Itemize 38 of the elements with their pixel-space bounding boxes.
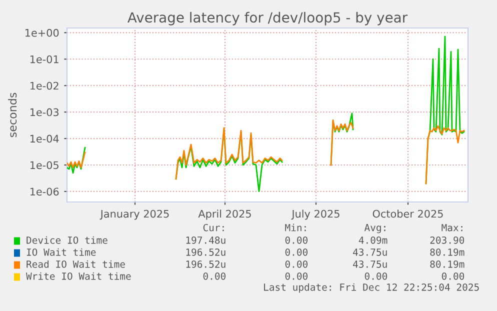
text: Max:: [442, 224, 462, 232]
text: 0.00: [285, 236, 308, 244]
text: 0.00: [364, 272, 388, 280]
x-tick-label: January 2025: [100, 210, 169, 220]
x-tick-label: April 2025: [198, 210, 251, 220]
text: 0.00: [285, 260, 308, 268]
y-axis-title: seconds: [8, 92, 17, 138]
text: 0.00: [285, 272, 308, 280]
y-tick-label: 1e-04: [30, 134, 59, 143]
text: Avg:: [364, 224, 386, 234]
y-tick-label: 1e+00: [25, 28, 59, 37]
text: 43.75u: [353, 260, 387, 268]
text: 196.52u: [186, 260, 226, 268]
text: Last update: Fri Dec 12 22:25:04 2025: [264, 283, 479, 293]
text: 0.00: [203, 272, 226, 280]
text: 80.19m: [430, 248, 464, 256]
y-tick-label: 1e-03: [30, 108, 59, 116]
y-tick-label: 1e-02: [30, 82, 58, 90]
text: 196.52u: [186, 248, 226, 256]
y-tick-label: 1e-05: [30, 161, 58, 170]
text: 0.00: [442, 272, 464, 280]
text: 80.19m: [430, 260, 464, 268]
x-tick-label: July 2025: [291, 210, 340, 220]
text: 203.90: [430, 236, 464, 244]
legend-label: Device IO time: [26, 236, 108, 244]
text: 197.48u: [186, 236, 226, 244]
text: 0.00: [285, 248, 308, 256]
text: 43.75u: [353, 248, 387, 256]
text: Cur:: [203, 224, 224, 232]
y-tick-label: 1e-01: [30, 55, 58, 64]
text: Min:: [285, 224, 306, 232]
legend-label: Read IO Wait time: [26, 260, 125, 268]
legend-label: Write IO Wait time: [26, 272, 131, 280]
text: 4.09m: [358, 236, 388, 244]
x-tick-label: October 2025: [372, 210, 443, 218]
y-tick-label: 1e-06: [30, 188, 59, 196]
chart-title: Average latency for /dev/loop5 - by year: [128, 12, 408, 26]
legend-label: IO Wait time: [26, 248, 96, 256]
